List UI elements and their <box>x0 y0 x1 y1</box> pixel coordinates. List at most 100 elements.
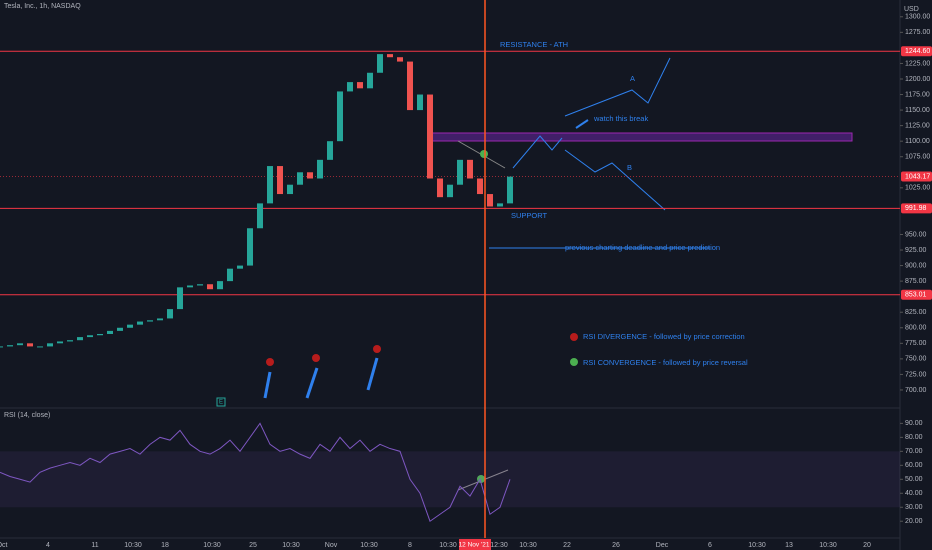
y-tick-label: 750.00 <box>905 356 927 363</box>
x-tick-label: 25 <box>249 542 257 549</box>
annotation: RSI CONVERGENCE - followed by price reve… <box>583 358 748 367</box>
y-tick-label: 30.00 <box>905 504 923 511</box>
candle <box>127 324 133 328</box>
annotation: watch this break <box>593 114 648 123</box>
earnings-badge <box>216 397 226 407</box>
candle <box>187 285 193 288</box>
candle <box>107 330 113 334</box>
candle <box>137 321 143 325</box>
y-tick-label: 825.00 <box>905 309 927 316</box>
arrow <box>575 119 589 129</box>
candle <box>177 287 183 310</box>
x-highlight <box>459 539 491 550</box>
candle <box>77 337 83 341</box>
annotation: previous charting deadline and price pre… <box>565 243 720 252</box>
candle <box>307 172 313 179</box>
level-badge <box>901 46 932 57</box>
legend-dot <box>570 358 578 366</box>
candle <box>397 57 403 62</box>
y-tick-label: 1125.00 <box>905 122 930 129</box>
y-tick-label: 1200.00 <box>905 76 930 83</box>
candle <box>467 159 473 179</box>
x-tick-label: Oct <box>0 542 7 549</box>
annotation: RSI DIVERGENCE - followed by price corre… <box>583 332 745 341</box>
candle <box>327 141 333 160</box>
candle <box>197 284 203 286</box>
candle <box>337 91 343 142</box>
y-tick-label: 70.00 <box>905 448 923 455</box>
x-tick-label: 10:30 <box>519 542 537 549</box>
arrow <box>512 135 563 169</box>
x-tick-label: 18 <box>161 542 169 549</box>
last-label: 1043.17 <box>905 173 930 180</box>
candle <box>437 178 443 198</box>
candle <box>147 320 153 322</box>
y-tick-label: 1275.00 <box>905 29 930 36</box>
candle <box>487 194 493 207</box>
x-tick-label: 10:30 <box>124 542 142 549</box>
candle <box>87 335 93 338</box>
red-dot <box>266 358 274 366</box>
arrow <box>564 57 671 117</box>
break-zone <box>431 132 853 142</box>
x-tick-label: 10:30 <box>439 542 457 549</box>
earnings-label: E <box>219 400 223 406</box>
y-tick-label: 1100.00 <box>905 138 930 145</box>
y-tick-label: 725.00 <box>905 371 927 378</box>
chart-title: Tesla, Inc., 1h, NASDAQ <box>4 3 81 10</box>
x-tick-label: 10:30 <box>282 542 300 549</box>
arrow <box>305 367 319 399</box>
rsi-title: RSI (14, close) <box>4 412 50 419</box>
x-tick-label: 13 <box>785 542 793 549</box>
candle <box>67 340 73 342</box>
candle <box>207 284 213 290</box>
arrow <box>366 357 379 391</box>
x-tick-label: 6 <box>708 542 712 549</box>
candle <box>47 343 53 347</box>
candle <box>427 94 433 179</box>
x-tick-label: Nov <box>325 542 338 549</box>
candle <box>27 343 33 347</box>
y-tick-label: 775.00 <box>905 340 927 347</box>
candle <box>0 346 3 348</box>
red-dot <box>312 354 320 362</box>
candle <box>117 327 123 331</box>
projection-arrows <box>263 57 710 491</box>
y-tick-label: 60.00 <box>905 462 923 469</box>
level-badge <box>901 289 932 300</box>
candle <box>157 318 163 321</box>
level-label: 991.98 <box>905 205 927 212</box>
x-tick-label: 10:30 <box>360 542 378 549</box>
candle <box>237 265 243 269</box>
y-tick-label: 40.00 <box>905 490 923 497</box>
y-tick-label: 950.00 <box>905 231 927 238</box>
annotation: SUPPORT <box>511 211 548 220</box>
annotation: B <box>627 163 632 172</box>
candle <box>317 159 323 179</box>
x-tick-label: 4 <box>46 542 50 549</box>
candle <box>57 341 63 344</box>
candle <box>387 54 393 58</box>
candle <box>357 82 363 89</box>
y-tick-label: 20.00 <box>905 518 923 525</box>
level-badge <box>901 203 932 214</box>
annotation: RESISTANCE - ATH <box>500 40 568 49</box>
candle <box>367 72 373 89</box>
y-tick-label: 80.00 <box>905 434 923 441</box>
candle <box>457 159 463 185</box>
x-tick-label: 8 <box>408 542 412 549</box>
y-tick-label: 700.00 <box>905 387 927 394</box>
candle <box>217 281 223 290</box>
candle <box>277 166 283 195</box>
green-dot <box>480 150 488 158</box>
y-tick-label: 1175.00 <box>905 91 930 98</box>
candle <box>447 184 453 198</box>
candle <box>247 228 253 266</box>
legend-dot <box>570 333 578 341</box>
candle <box>407 61 413 111</box>
candle <box>507 176 513 204</box>
candle <box>297 172 303 185</box>
x-tick-label: 26 <box>612 542 620 549</box>
